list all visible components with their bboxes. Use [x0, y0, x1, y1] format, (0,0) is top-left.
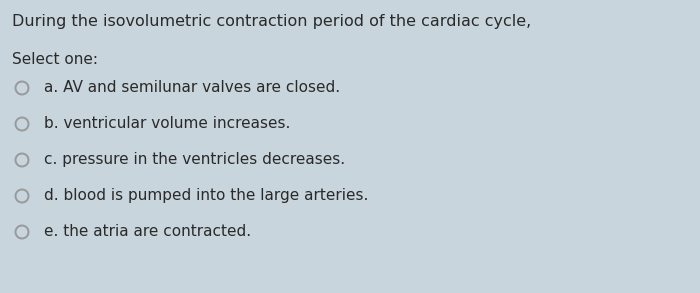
Circle shape	[15, 81, 29, 95]
Circle shape	[15, 117, 29, 130]
Text: During the isovolumetric contraction period of the cardiac cycle,: During the isovolumetric contraction per…	[12, 14, 531, 29]
Text: Select one:: Select one:	[12, 52, 98, 67]
Circle shape	[15, 190, 29, 202]
Text: a. AV and semilunar valves are closed.: a. AV and semilunar valves are closed.	[44, 80, 340, 95]
Circle shape	[15, 154, 29, 166]
Text: b. ventricular volume increases.: b. ventricular volume increases.	[44, 116, 290, 131]
Circle shape	[15, 226, 29, 239]
Text: c. pressure in the ventricles decreases.: c. pressure in the ventricles decreases.	[44, 152, 345, 167]
Text: e. the atria are contracted.: e. the atria are contracted.	[44, 224, 251, 239]
Text: d. blood is pumped into the large arteries.: d. blood is pumped into the large arteri…	[44, 188, 368, 203]
